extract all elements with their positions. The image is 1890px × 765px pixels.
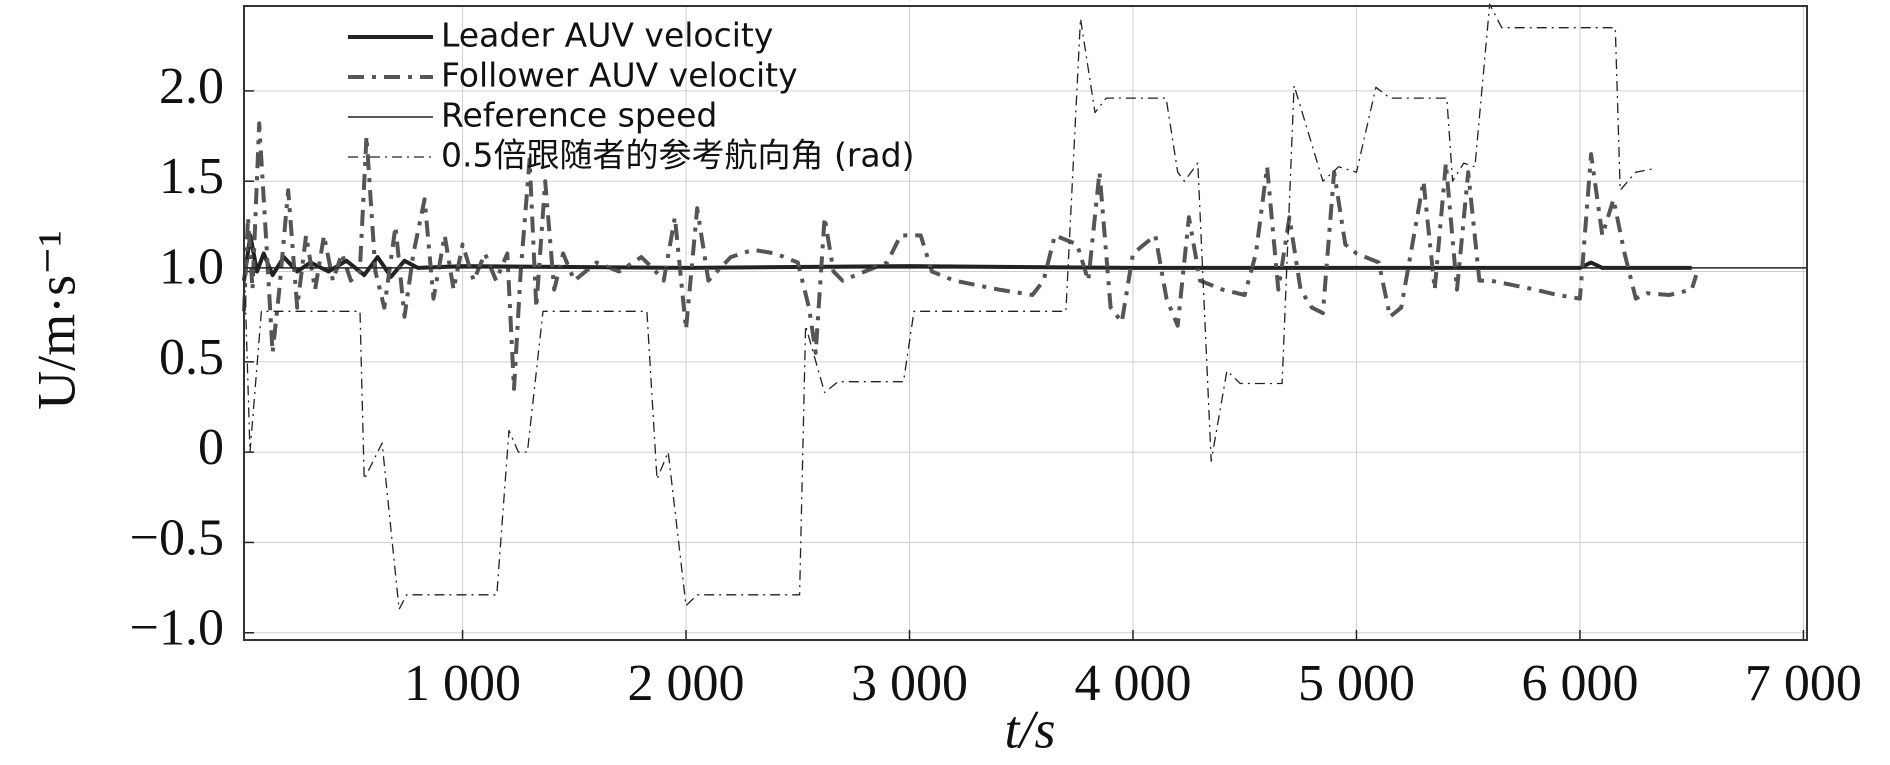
y-tick-label: 2.0 — [159, 58, 224, 115]
y-tick-label: 1.5 — [159, 148, 224, 205]
legend-label: Leader AUV velocity — [441, 16, 773, 55]
y-tick-label: 1.0 — [159, 238, 224, 295]
x-tick-label: 1 000 — [404, 655, 521, 712]
x-tick-label: 4 000 — [1074, 655, 1191, 712]
legend-label: 0.5倍跟随者的参考航向角 (rad) — [441, 136, 914, 175]
legend-label: Reference speed — [441, 96, 717, 135]
x-tick-label: 6 000 — [1521, 655, 1638, 712]
series-line — [243, 3, 1655, 610]
plot-area — [244, 6, 1807, 640]
y-axis-label: U/m·s⁻¹ — [26, 230, 86, 410]
x-tick-label: 2 000 — [628, 655, 745, 712]
legend-label: Follower AUV velocity — [441, 56, 798, 95]
x-axis-label: t/s — [1004, 699, 1055, 759]
plot-frame — [243, 5, 1808, 641]
y-tick-label: −1.0 — [130, 600, 224, 657]
x-tick-label: 7 000 — [1745, 655, 1862, 712]
x-tick-label: 3 000 — [851, 655, 968, 712]
x-tick-label: 5 000 — [1298, 655, 1415, 712]
y-tick-label: 0.5 — [159, 329, 224, 386]
series-line — [242, 121, 1699, 391]
y-tick-label: −0.5 — [130, 509, 224, 566]
y-tick-label: 0 — [198, 419, 224, 476]
